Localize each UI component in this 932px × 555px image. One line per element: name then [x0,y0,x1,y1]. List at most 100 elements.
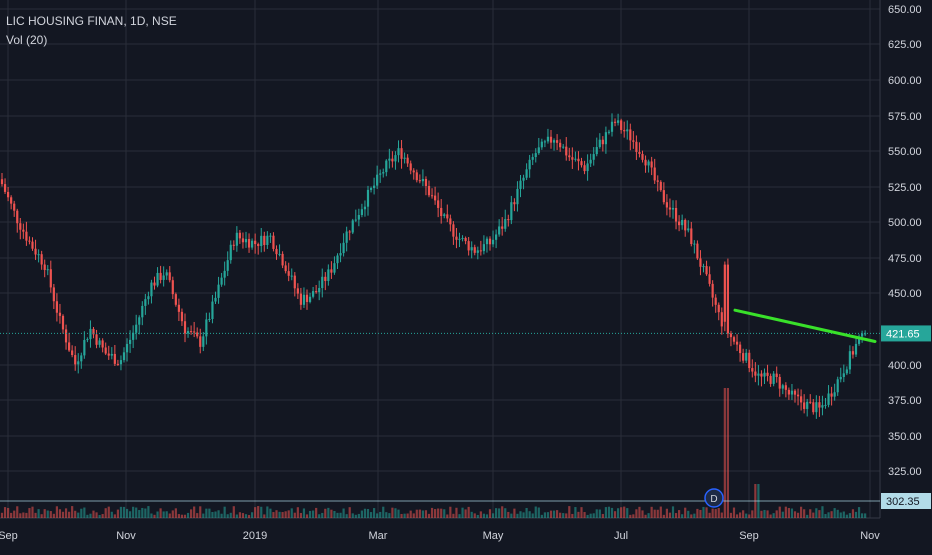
candle-body [787,389,790,395]
candle-body [135,324,138,333]
volume-bar [793,511,797,518]
volume-bar [49,511,52,518]
last-price-label: 421.65 [886,328,920,340]
candle-body [766,372,769,376]
candle-body [254,240,257,245]
candle-body [617,120,620,123]
volume-bar [656,509,659,518]
candle-body [360,209,363,216]
volume-bar [696,508,699,518]
candle-body [397,148,400,156]
volume-bar [812,512,815,518]
candle-body [531,157,534,160]
volume-bar [421,510,424,518]
candle-body [171,280,174,295]
candle-body [363,206,367,210]
volume-bar [95,512,98,518]
y-tick-label: 650.00 [888,4,922,16]
volume-bar [586,514,589,518]
volume-bar [254,507,257,518]
volume-bar [101,514,104,518]
volume-bar [504,508,507,518]
volume-bar [345,514,348,518]
volume-bar [129,511,132,518]
volume-bar [857,507,861,518]
candle-body [458,238,461,240]
candle-body [342,242,345,254]
candle-body [488,238,492,245]
candle-body [800,396,803,403]
candle-body [406,157,409,164]
candle-body [418,180,421,182]
volume-bar [391,507,394,518]
volume-bar [3,507,7,518]
candle-body [116,363,119,365]
y-tick-label: 350.00 [888,431,922,443]
volume-bar [208,508,211,518]
candle-body [641,153,644,160]
candle-body [37,254,40,256]
candle-body [848,351,851,370]
volume-bar [629,514,632,518]
candle-body [202,336,205,347]
volume-bar [674,513,678,518]
candle-body [702,266,705,268]
volume-bar [247,514,251,518]
volume-bar [46,510,49,518]
volume-bar [116,509,119,518]
volume-bar [833,508,836,518]
candle-body [586,163,589,172]
volume-bar [68,511,71,518]
volume-bar [132,506,135,518]
candle-body [592,154,595,160]
candle-body [729,333,733,338]
volume-bar [781,511,784,518]
candle-body [281,253,284,266]
candle-body [833,392,836,397]
price-axis [880,0,932,550]
volume-bar [714,509,717,518]
candle-body [519,180,522,189]
volume-bar [257,506,260,518]
candle-body [302,294,306,305]
candle-body [244,238,248,243]
volume-bar [592,513,595,518]
candle-body [290,275,293,277]
y-tick-label: 450.00 [888,288,922,300]
candle-body [147,296,150,300]
candle-body [80,355,83,362]
candle-body [604,132,607,145]
volume-bar [845,514,848,518]
volume-bar [687,510,690,518]
candle-body [275,248,278,255]
candle-body [845,369,848,374]
volume-bar [543,512,546,518]
volume-bar [827,512,830,518]
volume-bar [723,388,726,518]
volume-bar [580,507,583,518]
candle-body [763,372,766,377]
volume-bar [772,513,775,518]
candle-body [598,139,601,148]
volume-bar [513,508,516,518]
y-tick-label: 575.00 [888,111,922,123]
volume-bar [775,510,778,518]
candle-body [348,231,351,233]
candle-body [720,312,723,327]
candle-body [427,185,431,196]
volume-bar [577,511,580,518]
candle-body [549,136,553,143]
y-tick-label: 475.00 [888,253,922,265]
candle-body [132,332,135,340]
candle-body [31,241,34,249]
candle-body [308,296,312,302]
dividend-marker-label: D [710,494,717,505]
volume-bar [711,508,714,518]
candle-body [461,237,464,239]
volume-bar [153,514,156,518]
volume-bar [595,509,598,518]
candle-body [415,172,418,181]
candle-body [705,266,708,275]
